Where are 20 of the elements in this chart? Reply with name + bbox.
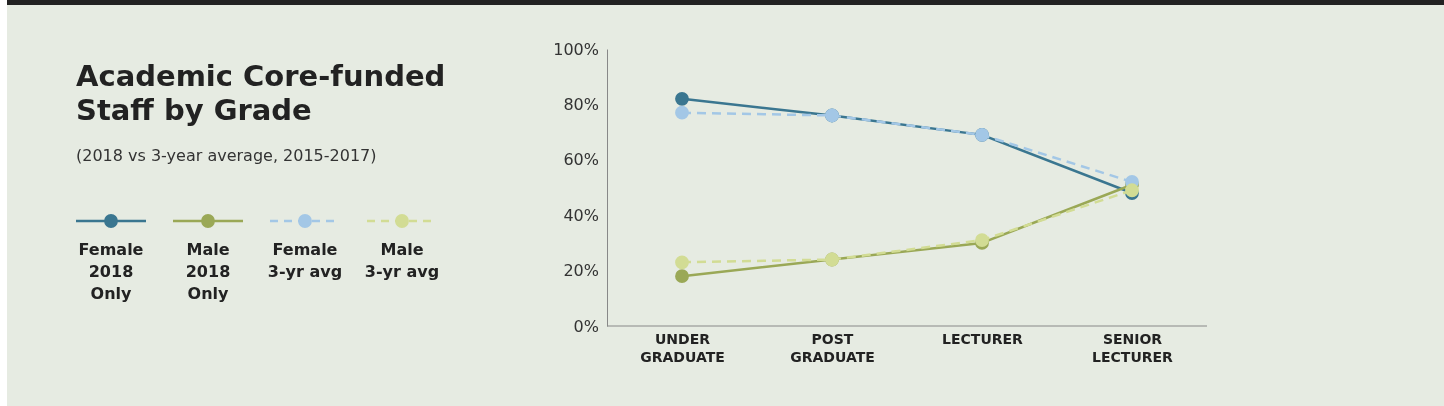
point (675, 105, 689, 120)
text: Academic Core-funded Staff by Grade (76, 59, 446, 127)
point (675, 91, 689, 106)
y-tick-label: 60% (563, 150, 599, 170)
y-tick-label: 40% (563, 205, 599, 225)
y-tick-label: 100% (553, 39, 599, 59)
y-tick-label: 80% (563, 95, 599, 115)
x-tick-label: SENIOR LECTURER (1092, 331, 1174, 365)
x-tick-label: LECTURER (942, 331, 1024, 347)
legend-label: Male 2018 Only (185, 240, 231, 303)
y-tick-label: 20% (563, 261, 599, 281)
text: (2018 vs 3-year average, 2015-2017) (76, 146, 377, 165)
legend-label: Female 3-yr avg (267, 240, 343, 281)
legend-label: Male 3-yr avg (364, 240, 440, 281)
legend-label: Female 2018 Only (78, 240, 144, 303)
point (675, 269, 689, 284)
point (675, 255, 689, 270)
x-tick-label: UNDER GRADUATE (640, 331, 725, 365)
y-tick-label: 0% (573, 316, 599, 336)
x-tick-label: POST GRADUATE (790, 331, 875, 365)
